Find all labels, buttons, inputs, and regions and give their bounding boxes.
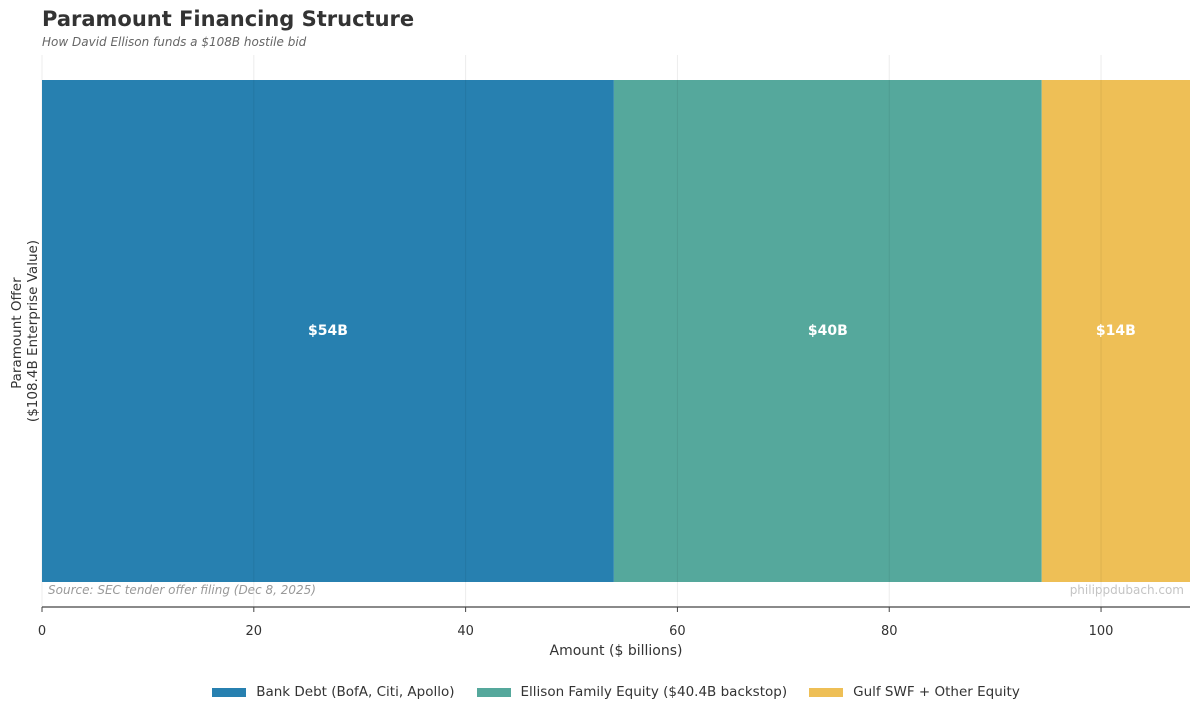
bar-label-2: $40B [808, 323, 848, 339]
bar-segment-2 [613, 80, 1042, 582]
x-tick-label: 20 [246, 624, 263, 639]
x-tick-label: 0 [38, 624, 46, 639]
legend-item-2: Ellison Family Equity ($40.4B backstop) [476, 684, 788, 700]
bar-label-1: $54B [308, 323, 348, 339]
chart-title: Paramount Financing Structure [42, 7, 415, 31]
source-note: Source: SEC tender offer filing (Dec 8, … [48, 583, 316, 597]
legend-swatch [476, 687, 511, 697]
legend-label: Bank Debt (BofA, Citi, Apollo) [256, 684, 455, 700]
legend-swatch [809, 687, 844, 697]
x-tick-label: 100 [1089, 624, 1114, 639]
legend-label: Ellison Family Equity ($40.4B backstop) [520, 684, 788, 700]
legend-label: Gulf SWF + Other Equity [853, 684, 1020, 700]
bar-segment-3 [1041, 80, 1190, 582]
legend: Bank Debt (BofA, Citi, Apollo) Ellison Fa… [0, 684, 1200, 700]
x-tick-label: 60 [669, 624, 686, 639]
legend-item-1: Bank Debt (BofA, Citi, Apollo) [212, 684, 455, 700]
y-axis-label-line2: ($108.4B Enterprise Value) [25, 240, 41, 422]
chart-subtitle: How David Ellison funds a $108B hostile … [42, 35, 307, 49]
bar-label-3: $14B [1096, 323, 1136, 339]
legend-item-3: Gulf SWF + Other Equity [809, 684, 1020, 700]
financing-chart: $54B $40B $14B 0 20 40 60 80 100 Source: SEC te… [9, 55, 1190, 659]
legend-swatch [212, 687, 247, 697]
x-tick-label: 40 [457, 624, 474, 639]
bar-segments [42, 80, 1190, 582]
bar-segment-1 [42, 80, 614, 582]
bar-labels: $54B $40B $14B [308, 323, 1136, 339]
x-axis-label: Amount ($ billions) [550, 643, 683, 659]
watermark: philippdubach.com [1070, 583, 1184, 597]
overlay-grid [253, 80, 1102, 582]
x-tick-label: 80 [881, 624, 898, 639]
y-axis-label: Paramount Offer ($108.4B Enterprise Valu… [9, 240, 41, 422]
y-axis-label-line1: Paramount Offer [9, 277, 25, 389]
x-axis: 0 20 40 60 80 100 [38, 606, 1190, 639]
